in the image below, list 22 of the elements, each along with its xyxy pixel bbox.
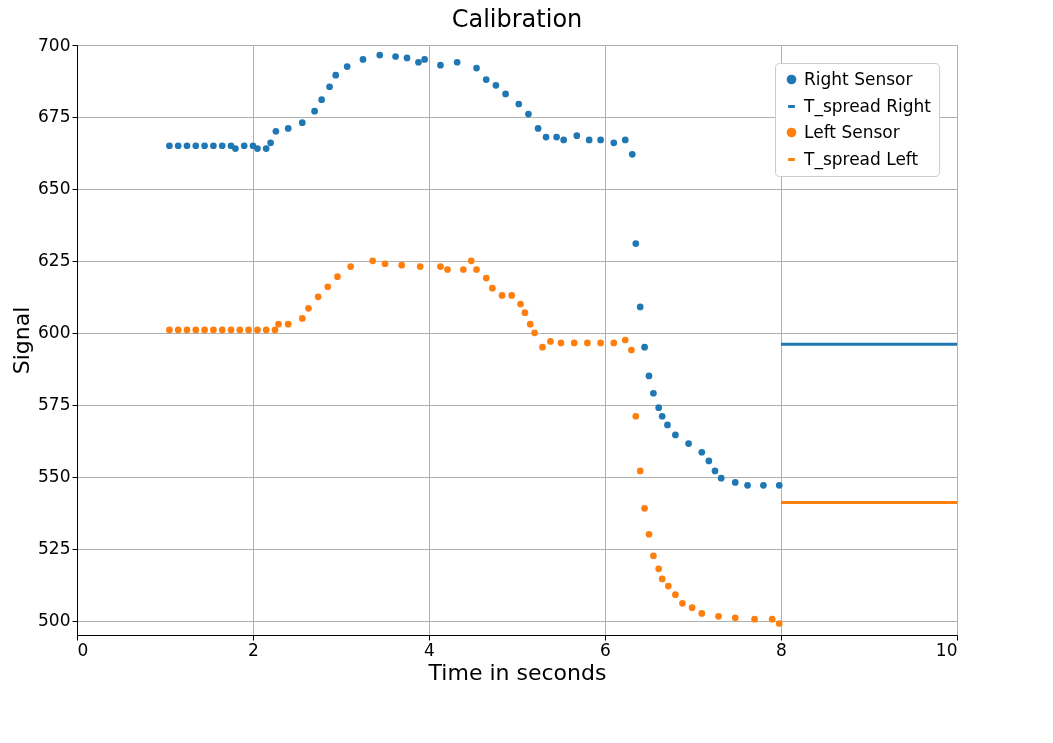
x-tick-label: 10 xyxy=(935,639,958,660)
chart-title: Calibration xyxy=(451,5,583,33)
x-tick-label: 8 xyxy=(776,639,787,660)
y-axis-title: Signal xyxy=(9,306,35,375)
y-tick-label: 525 xyxy=(38,538,71,559)
legend-label: T_spread Left xyxy=(803,148,919,170)
y-tick-label: 650 xyxy=(38,178,71,199)
y-tick-label: 625 xyxy=(38,250,71,271)
y-tick-label: 700 xyxy=(38,34,71,55)
x-axis-title: Time in seconds xyxy=(427,659,607,685)
y-tick-label: 550 xyxy=(38,466,71,487)
y-tick-label: 575 xyxy=(38,394,71,415)
legend-label: Right Sensor xyxy=(804,68,913,89)
x-tick-label: 6 xyxy=(600,639,611,660)
y-tick-label: 600 xyxy=(38,322,71,343)
y-tick-label: 675 xyxy=(38,106,71,127)
y-tick-label: 500 xyxy=(38,610,71,631)
x-tick-label: 0 xyxy=(77,639,89,660)
legend-label: T_spread Right xyxy=(803,95,932,117)
x-tick-label: 2 xyxy=(248,639,259,660)
x-tick-label: 4 xyxy=(424,639,435,660)
legend-label: Left Sensor xyxy=(804,121,900,142)
